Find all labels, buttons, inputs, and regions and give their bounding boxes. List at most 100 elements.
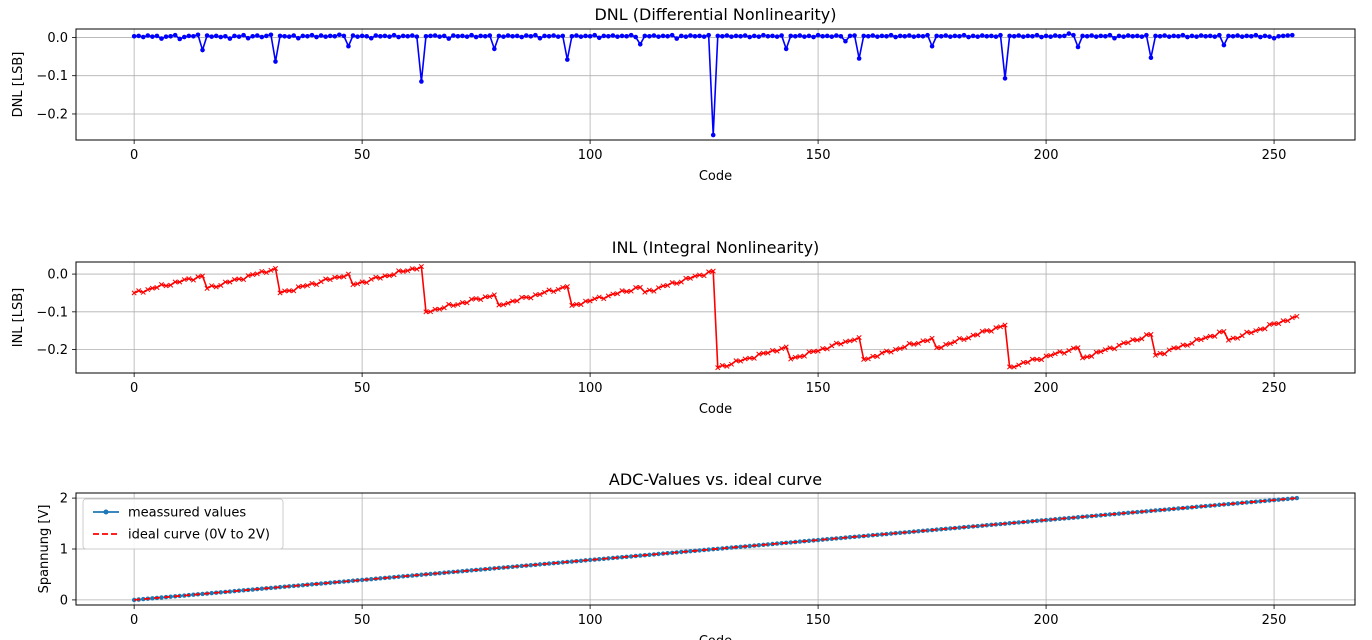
data-point [268, 32, 274, 38]
data-point [519, 563, 524, 569]
data-point [405, 33, 411, 39]
y-tick-label: −0.1 [36, 69, 68, 84]
data-point [423, 33, 429, 39]
data-point [272, 265, 279, 271]
data-point [386, 273, 393, 279]
data-point [938, 33, 944, 39]
data-point [747, 34, 752, 40]
data-point [728, 361, 735, 367]
data-point [359, 33, 365, 39]
data-point [606, 33, 611, 39]
data-point [368, 35, 374, 41]
data-point [528, 295, 534, 301]
data-point [966, 335, 972, 341]
x-tick-label: 100 [578, 148, 603, 163]
data-point [355, 281, 361, 287]
data-point [856, 534, 862, 539]
data-point [373, 33, 379, 38]
data-point [437, 570, 442, 576]
data-point [309, 32, 315, 38]
data-point [925, 528, 930, 533]
data-point [451, 33, 456, 38]
data-point [213, 33, 219, 39]
data-point [1057, 33, 1063, 39]
data-point [697, 548, 702, 553]
data-point [469, 32, 474, 38]
data-point [1070, 345, 1076, 351]
data-point [756, 543, 762, 548]
data-point [241, 277, 247, 283]
data-point [1285, 496, 1290, 502]
x-tick-label: 0 [130, 148, 138, 163]
data-point [318, 279, 324, 285]
series-line [134, 32, 1293, 136]
data-point [628, 554, 634, 559]
data-point [332, 33, 338, 39]
data-point [1016, 33, 1022, 38]
data-point [218, 282, 224, 288]
data-point [1248, 33, 1254, 39]
data-point [209, 590, 214, 596]
data-point [870, 353, 876, 359]
data-point [815, 537, 821, 543]
data-point [277, 33, 283, 39]
data-point [245, 35, 251, 41]
data-point [806, 33, 812, 39]
data-point [916, 529, 921, 534]
data-point [1139, 336, 1145, 342]
data-point [956, 335, 962, 341]
data-point [628, 288, 634, 294]
data-point [592, 32, 597, 38]
data-point [1089, 33, 1094, 38]
data-point [870, 33, 876, 38]
data-point [756, 351, 762, 357]
data-point [195, 274, 201, 280]
data-point [747, 543, 752, 549]
data-point [660, 33, 666, 39]
data-point [382, 273, 388, 279]
data-point [961, 336, 967, 343]
data-point [318, 33, 324, 38]
data-point [428, 33, 433, 39]
data-point [792, 354, 798, 360]
data-point [191, 33, 196, 39]
data-point [496, 565, 502, 571]
data-point [779, 33, 784, 38]
data-point [989, 33, 994, 39]
data-point [1285, 33, 1291, 38]
y-tick-label: 0.0 [47, 268, 68, 283]
data-point [369, 576, 374, 582]
data-point [1002, 322, 1008, 328]
data-point [259, 586, 265, 591]
data-point [587, 557, 593, 563]
data-point [441, 33, 447, 39]
data-point [834, 33, 839, 38]
data-point [204, 285, 210, 291]
data-point [647, 33, 652, 39]
data-point [865, 356, 871, 362]
data-point [1258, 34, 1263, 40]
data-point [409, 266, 415, 272]
data-point [1244, 33, 1250, 39]
data-point [1235, 33, 1240, 38]
data-point [277, 584, 283, 590]
data-point [1244, 329, 1250, 335]
data-point [368, 276, 374, 282]
data-point [264, 33, 269, 39]
data-point [236, 34, 242, 39]
data-point [569, 302, 575, 308]
data-point [1280, 318, 1286, 324]
y-tick-label: 1 [60, 543, 68, 558]
data-point [250, 272, 256, 278]
data-point [158, 282, 165, 288]
data-point [282, 288, 288, 294]
data-point [847, 33, 853, 39]
data-point [952, 339, 958, 345]
data-point [382, 33, 388, 39]
data-point [555, 286, 561, 293]
data-point [181, 277, 187, 283]
x-tick-label: 50 [354, 613, 371, 628]
data-point [491, 292, 497, 298]
data-point [610, 33, 616, 38]
data-point [300, 33, 306, 39]
